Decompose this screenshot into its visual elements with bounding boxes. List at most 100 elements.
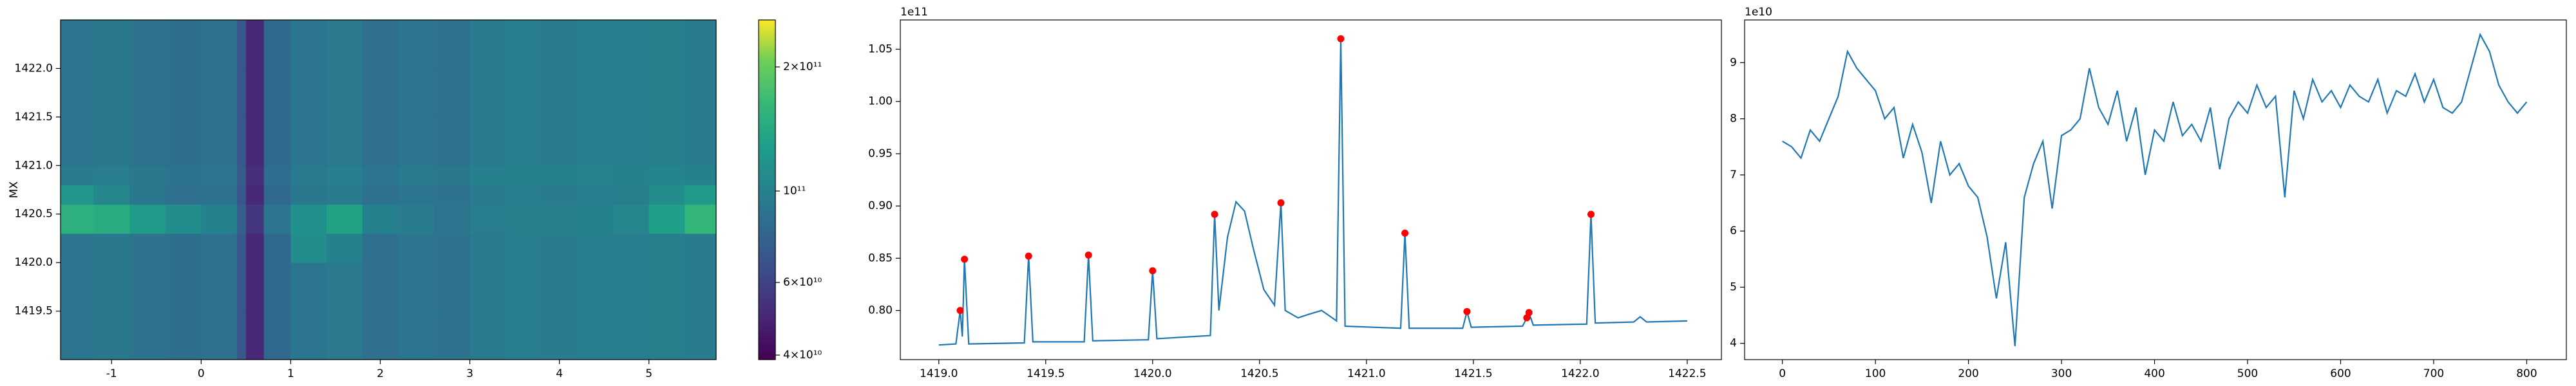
x-tick-label: -1 [106, 367, 117, 380]
heatmap-cell [398, 116, 435, 166]
heatmap-cell [236, 185, 247, 205]
heatmap-cell [327, 185, 363, 205]
heatmap-cell [649, 165, 685, 185]
x-tick-label: 300 [2051, 367, 2072, 380]
heatmap-cell [61, 262, 94, 312]
heatmap-cell [236, 262, 247, 312]
heatmap-cell [165, 262, 202, 312]
colorbar-tick-label: 2×10¹¹ [783, 60, 822, 73]
heatmap-cell [263, 116, 291, 166]
heatmap-cell [263, 204, 291, 234]
heatmap-cell [165, 68, 202, 118]
heatmap-cell [201, 262, 238, 312]
heatmap-cell [541, 262, 578, 312]
peak-marker [1149, 267, 1157, 275]
heatmap-cell [201, 68, 238, 118]
heatmap-cell [236, 68, 247, 118]
y-tick-label: 1422.0 [15, 62, 53, 75]
heatmap-cell [649, 204, 685, 234]
x-tick-label: 700 [2423, 367, 2444, 380]
heatmap-cell [129, 68, 166, 118]
heatmap-cell [362, 116, 399, 166]
heatmap-cell [362, 68, 399, 118]
x-tick-label: 5 [645, 367, 652, 380]
heatmap-cell [236, 165, 247, 185]
heatmap-cell [577, 68, 614, 118]
heatmap-cell [433, 20, 471, 69]
heatmap-cell [290, 262, 327, 312]
heatmap-cell [263, 68, 291, 118]
heatmap-cell [433, 185, 471, 205]
heatmap-cell [129, 262, 166, 312]
heatmap-cell [398, 233, 435, 263]
heatmap-cell [61, 185, 94, 205]
heatmap-cell [245, 233, 265, 263]
heatmap-cell [61, 68, 94, 118]
y-tick-label: 1420.5 [15, 208, 53, 221]
heatmap-cell [398, 165, 435, 185]
heatmap-cell [327, 262, 363, 312]
x-tick-label: 1 [287, 367, 294, 380]
heatmap-cell [201, 311, 238, 360]
heatmap-cell [327, 233, 363, 263]
heatmap-cell [649, 311, 685, 360]
heatmap-cell [577, 165, 614, 185]
heatmap-cell [613, 68, 650, 118]
heatmap-cell [433, 68, 471, 118]
heatmap-cell [290, 68, 327, 118]
heatmap-cell [61, 204, 94, 234]
heatmap-cell [362, 165, 399, 185]
heatmap-cell [245, 20, 265, 69]
x-tick-label: 0 [198, 367, 205, 380]
heatmap-cell [263, 262, 291, 312]
heatmap-cell [541, 204, 578, 234]
x-tick-label: 2 [377, 367, 384, 380]
heatmap-cell [469, 204, 506, 234]
heatmap-cell [685, 233, 717, 263]
heatmap-cell [263, 311, 291, 360]
heatmap-cell [61, 20, 94, 69]
heatmap-cell [506, 185, 542, 205]
heatmap-cell [93, 233, 130, 263]
peak-marker [1337, 35, 1345, 42]
heatmap-cell [201, 20, 238, 69]
heatmap-cell [649, 20, 685, 69]
heatmap-cell [245, 116, 265, 166]
heatmap-cell [129, 233, 166, 263]
heatmap-cell [93, 116, 130, 166]
heatmap-cell [541, 165, 578, 185]
x-tick-label: 1422.5 [1668, 367, 1706, 380]
heatmap-cell [201, 204, 238, 234]
heatmap-cell [327, 165, 363, 185]
heatmap-cell [469, 233, 506, 263]
heatmap-cell [327, 311, 363, 360]
heatmap-cell [541, 116, 578, 166]
x-tick-label: 400 [2144, 367, 2164, 380]
heatmap-cell [541, 185, 578, 205]
heatmap-cell [685, 68, 717, 118]
heatmap-cell [245, 185, 265, 205]
heatmap-cell [469, 311, 506, 360]
heatmap-cell [433, 233, 471, 263]
y-offset-label: 1e11 [900, 6, 928, 19]
heatmap-cell [201, 116, 238, 166]
heatmap-cell [129, 185, 166, 205]
peak-marker [1587, 210, 1595, 218]
heatmap-cell [61, 165, 94, 185]
x-tick-label: 500 [2237, 367, 2258, 380]
heatmap-cell [245, 204, 265, 234]
heatmap-cell [263, 20, 291, 69]
heatmap-cell [541, 233, 578, 263]
heatmap-cell [362, 262, 399, 312]
peak-marker [1525, 309, 1533, 317]
heatmap-cell [469, 116, 506, 166]
x-tick-label: 1419.0 [920, 367, 958, 380]
heatmap-cell [577, 185, 614, 205]
y-tick-label: 1421.0 [15, 159, 53, 172]
peak-marker [961, 255, 969, 263]
heatmap-cell [613, 116, 650, 166]
heatmap-cell [93, 204, 130, 234]
heatmap-cell [236, 233, 247, 263]
heatmap-cell [236, 204, 247, 234]
